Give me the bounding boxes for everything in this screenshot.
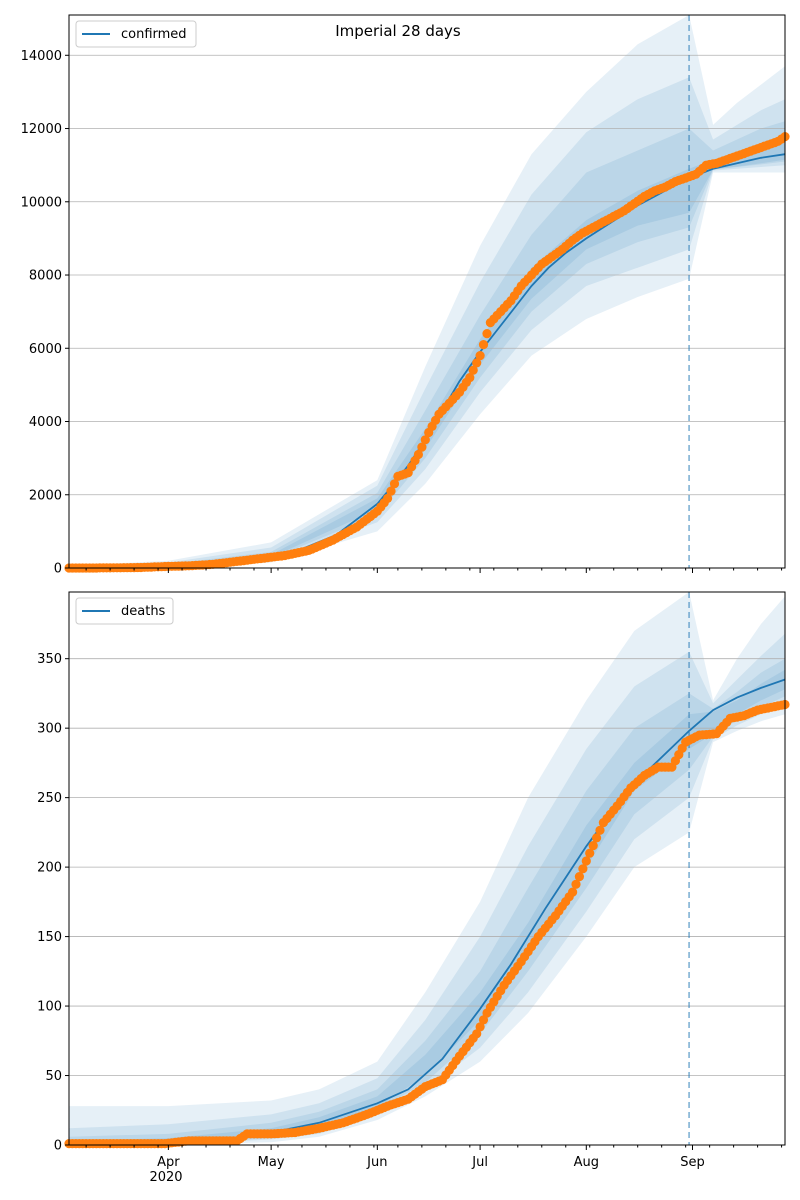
deaths-ytick-label: 300 [37, 722, 62, 737]
confirmed-observed-point [413, 449, 423, 460]
xtick-label-apr: Apr [157, 1155, 180, 1170]
deaths-ytick-label: 250 [37, 791, 62, 806]
confirmed-ytick-label: 0 [54, 562, 62, 577]
confirmed-ytick-label: 12000 [21, 122, 62, 137]
confirmed-ytick-label: 6000 [29, 342, 62, 357]
deaths-observed-point [588, 841, 598, 851]
deaths-observed-point [472, 1029, 482, 1039]
confirmed-band-3 [69, 121, 785, 568]
deaths-legend: deaths [75, 597, 174, 625]
deaths-ytick-label: 100 [37, 1000, 62, 1015]
deaths-ytick-label: 350 [37, 652, 62, 667]
confirmed-observed-point [389, 479, 400, 489]
xtick-label-jul: Jul [471, 1155, 488, 1170]
chart-confirmed: 0 2000 4000 6000 8000 10000 12000 14000 confirm… [21, 14, 790, 577]
confirmed-observed-point [465, 373, 475, 383]
confirmed-ytick-label: 10000 [21, 195, 62, 210]
deaths-observed-point [595, 825, 605, 835]
deaths-ytick-label: 0 [54, 1139, 62, 1154]
deaths-ytick-label: 150 [37, 930, 62, 945]
confirmed-observed-point [468, 365, 478, 375]
deaths-legend-label: deaths [121, 604, 166, 619]
confirmed-ytick-label: 2000 [29, 488, 62, 503]
deaths-band-4 [69, 669, 785, 1145]
deaths-observed-point [585, 848, 595, 858]
confirmed-ytick-label: 8000 [29, 269, 62, 284]
deaths-ytick-label: 200 [37, 861, 62, 876]
xtick-label-jun: Jun [366, 1155, 387, 1170]
deaths-axes: 0 50 100 150 200 250 300 350 Apr May Jun Jul Aug Sep [37, 591, 786, 1170]
chart-title: Imperial 28 days [335, 22, 461, 40]
deaths-band-2 [69, 633, 785, 1145]
deaths-axes-frame [68, 591, 786, 1146]
xtick-label-sep: Sep [680, 1155, 705, 1170]
deaths-observed-point [581, 856, 591, 866]
confirmed-observed-point [482, 329, 492, 339]
confirmed-grid [69, 54, 785, 496]
confirmed-axes: 0 2000 4000 6000 8000 10000 12000 14000 [21, 14, 786, 577]
xtick-label-aug: Aug [574, 1155, 599, 1170]
deaths-uncertainty-bands [69, 592, 785, 1145]
confirmed-observed-point [475, 351, 485, 361]
x-axis-year-label: 2020 [149, 1170, 182, 1185]
deaths-observed-point [478, 1015, 489, 1025]
confirmed-legend-box [75, 20, 197, 48]
confirmed-uncertainty-bands [69, 15, 785, 569]
confirmed-observed-point [386, 486, 396, 496]
confirmed-observed-point [472, 358, 482, 368]
confirmed-band-1 [69, 15, 785, 568]
deaths-observed-point [475, 1022, 485, 1032]
xtick-label-may: May [258, 1155, 285, 1170]
confirmed-observed-point [420, 435, 430, 445]
deaths-band-1 [69, 592, 785, 1145]
confirmed-band-4 [69, 143, 785, 568]
deaths-observed-point [578, 864, 588, 874]
confirmed-observed-point [417, 442, 427, 452]
confirmed-observed-point [383, 493, 393, 503]
confirmed-legend-label: confirmed [121, 27, 187, 42]
confirmed-ytick-label: 14000 [21, 49, 62, 64]
deaths-observed-point [574, 872, 585, 882]
deaths-band-3 [69, 658, 785, 1145]
confirmed-legend: confirmed [75, 20, 197, 48]
confirmed-band-2 [69, 77, 785, 569]
confirmed-axes-frame [68, 14, 786, 569]
deaths-observed-point [592, 833, 602, 843]
deaths-ytick-label: 50 [45, 1069, 62, 1084]
deaths-observed-point [571, 879, 581, 889]
confirmed-ytick-label: 4000 [29, 415, 62, 430]
confirmed-observed-point [478, 340, 489, 350]
deaths-legend-box [75, 597, 174, 625]
confirmed-observed-points [64, 132, 790, 573]
deaths-observed-point [568, 887, 578, 897]
deaths-observed-points [64, 699, 790, 1149]
deaths-grid [69, 658, 785, 1076]
